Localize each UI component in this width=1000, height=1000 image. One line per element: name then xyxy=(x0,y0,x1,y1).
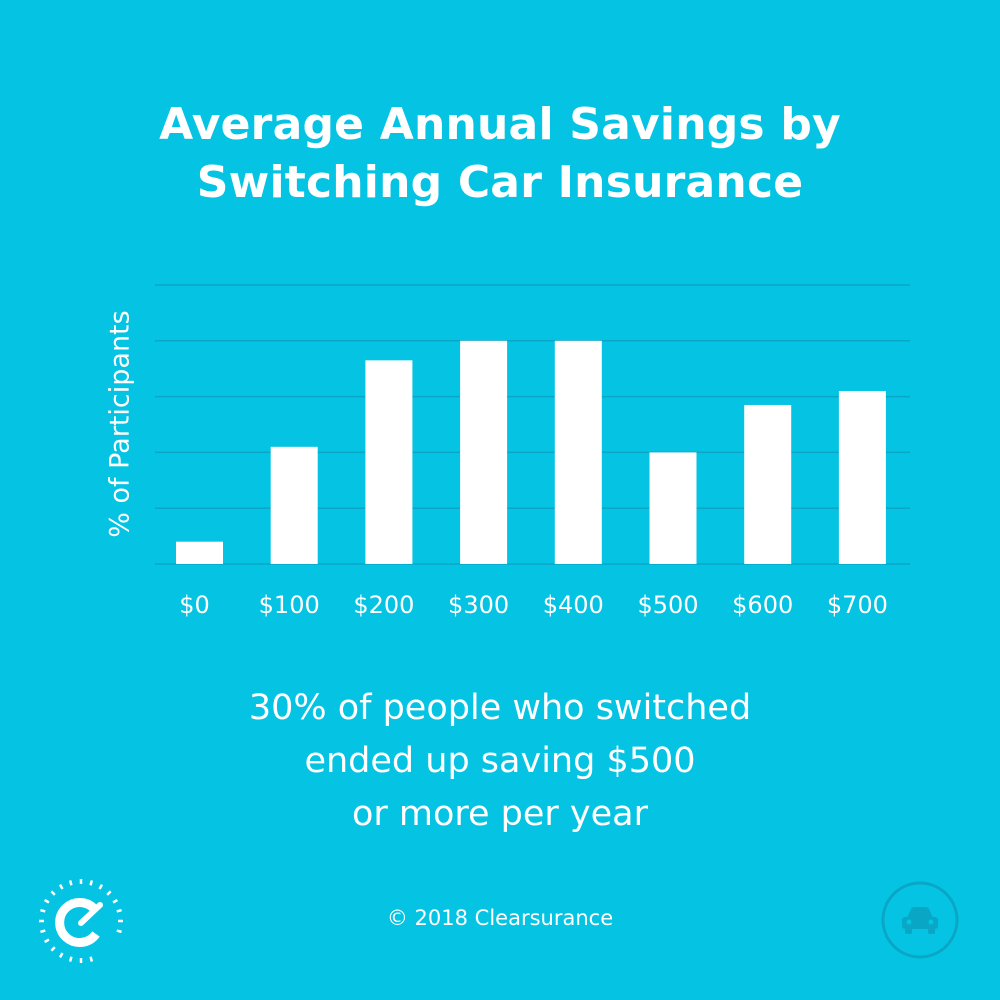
summary-text: 30% of people who switched ended up savi… xyxy=(0,682,1000,841)
gridlines xyxy=(155,284,910,565)
copyright-footer: © 2018 Clearsurance xyxy=(386,906,614,930)
x-tick-label-2: $200 xyxy=(353,591,414,619)
summary-line-2: ended up saving $500 xyxy=(304,741,696,781)
chart-title: Average Annual Savings by Switching Car … xyxy=(0,96,1000,212)
bar-3 xyxy=(460,340,508,564)
title-line-1: Average Annual Savings by xyxy=(159,99,841,150)
bar-5 xyxy=(649,452,697,564)
car-icon xyxy=(881,881,959,959)
summary-line-3: or more per year xyxy=(351,794,649,834)
summary-line-1: 30% of people who switched xyxy=(248,688,752,728)
bar-1 xyxy=(270,446,318,564)
bar-7 xyxy=(838,391,886,564)
x-tick-label-7: $700 xyxy=(827,591,888,619)
bar-2 xyxy=(365,360,413,564)
x-tick-label-1: $100 xyxy=(259,591,320,619)
clearsurance-gauge-logo-icon xyxy=(39,879,123,963)
x-tick-label-5: $500 xyxy=(637,591,698,619)
bars xyxy=(176,340,886,564)
bar-0 xyxy=(176,541,223,564)
y-axis-label: % of Participants xyxy=(105,310,136,537)
bar-6 xyxy=(744,404,792,564)
x-tick-label-0: $0 xyxy=(179,591,210,619)
bar-4 xyxy=(554,340,602,564)
title-line-2: Switching Car Insurance xyxy=(196,157,804,208)
x-tick-label-6: $600 xyxy=(732,591,793,619)
x-tick-label-3: $300 xyxy=(448,591,509,619)
x-tick-label-4: $400 xyxy=(543,591,604,619)
x-tick-labels: $0 $100 $200 $300 $400 $500 $600 $700 xyxy=(179,591,888,619)
